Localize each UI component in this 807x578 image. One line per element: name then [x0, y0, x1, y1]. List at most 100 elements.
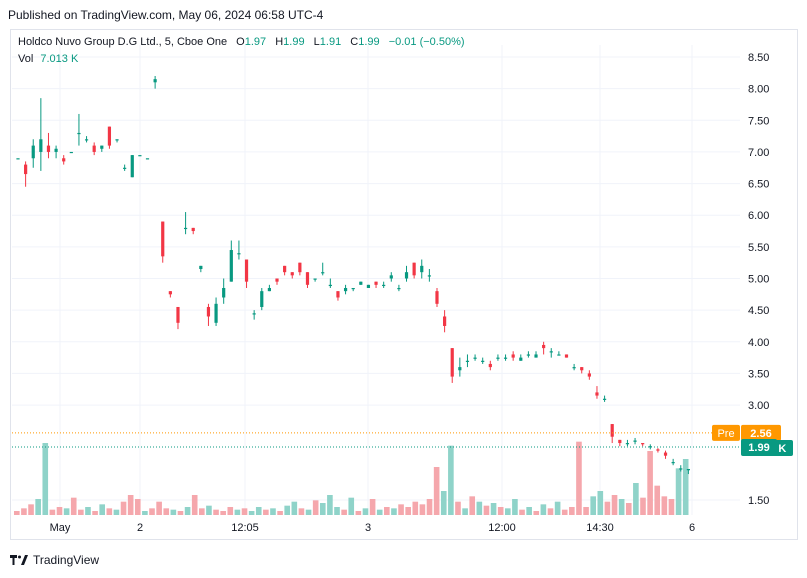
candle-body [549, 351, 553, 353]
volume-bar [597, 491, 604, 515]
candle-body [145, 158, 150, 160]
candle-body [625, 443, 630, 445]
volume-bar [661, 496, 668, 515]
volume-bar [668, 499, 675, 515]
candle-body [359, 281, 363, 285]
volume-bar [455, 501, 461, 515]
footer-brand: TradingView [33, 553, 100, 567]
volume-bar [369, 499, 376, 515]
volume-bar [319, 503, 326, 515]
candle-body [351, 287, 355, 290]
candle-body [412, 262, 416, 276]
volume-bar [391, 508, 397, 515]
candle-body [54, 148, 58, 152]
candle-body [557, 354, 561, 356]
candle-body [313, 278, 317, 280]
candle-body [24, 164, 28, 175]
volume-bar [341, 509, 347, 515]
volume-bar [106, 508, 113, 515]
volume-bar [348, 497, 355, 515]
candle-body [420, 265, 424, 273]
x-tick-label: 3 [365, 522, 371, 534]
volume-bar [583, 507, 589, 515]
candle-body [206, 306, 211, 317]
candle-body [427, 275, 431, 277]
candle-body [481, 360, 485, 362]
volume-bar [625, 503, 632, 515]
x-tick-label: 6 [689, 522, 695, 534]
candle-body [519, 357, 523, 361]
volume-bar [398, 504, 404, 515]
candle-body [244, 259, 249, 282]
candle-body [130, 155, 134, 178]
candle-body [526, 354, 531, 356]
candle-body [686, 468, 690, 471]
volume-bar [120, 501, 127, 515]
pre-label: Pre [717, 428, 734, 440]
candle-body [564, 354, 569, 358]
volume-bar [234, 509, 241, 515]
candle-body [343, 287, 348, 292]
volume-bar [675, 468, 682, 515]
candle-body [92, 145, 96, 152]
volume-bar [255, 507, 262, 515]
candle-body [534, 354, 538, 358]
candle-body [595, 392, 599, 396]
candle-body [138, 155, 142, 157]
volume-bar [483, 505, 490, 515]
volume-bar [433, 467, 440, 515]
volume-bar [547, 508, 554, 515]
candle-body [587, 373, 591, 377]
volume-bar [220, 511, 226, 515]
volume-bar [384, 507, 390, 515]
volume-bar [142, 511, 148, 515]
volume-bar [213, 509, 219, 515]
volume-bar [99, 504, 106, 515]
volume-bar [476, 501, 483, 515]
candle-body [389, 275, 393, 279]
y-tick-label: 4.00 [748, 337, 769, 349]
candle-body [443, 316, 447, 326]
candle-body [107, 126, 112, 146]
candle-body [16, 158, 20, 160]
volume-bar [426, 499, 433, 515]
candle-body [465, 360, 470, 362]
published-text: Published on TradingView.com, May 06, 20… [8, 8, 324, 22]
candle-body [168, 291, 172, 295]
candle-body [115, 139, 119, 141]
open-label: O [236, 36, 245, 48]
candle-body [176, 306, 180, 323]
candle-body [435, 291, 439, 304]
volume-bar [469, 496, 476, 515]
volume-bar [490, 503, 497, 515]
volume-bar [248, 511, 255, 515]
candle-body [618, 439, 622, 444]
candle-body [290, 272, 294, 276]
candle-body [222, 287, 226, 298]
volume-bar [284, 505, 291, 515]
y-tick-label: 4.50 [748, 305, 769, 317]
volume-bar [206, 505, 212, 515]
close-label: C [350, 36, 359, 48]
candle-body [183, 227, 188, 230]
chart-frame[interactable] [10, 29, 798, 540]
candle-body [62, 158, 66, 162]
candle-body [488, 363, 492, 368]
high-value: 1.99 [283, 36, 305, 48]
x-tick-label: 12:00 [488, 522, 516, 534]
volume-bar [298, 508, 305, 515]
change-value: −0.01 (−0.50%) [388, 36, 465, 48]
pre-price-box [741, 424, 781, 441]
volume-bar [199, 508, 205, 515]
candle-body [321, 272, 325, 274]
candle-body [397, 287, 401, 290]
volume-legend: Vol 7.013 K [18, 53, 78, 65]
volume-bar [682, 459, 689, 515]
candle-body [572, 367, 576, 369]
candle-body [382, 284, 386, 287]
candle-body [214, 303, 218, 323]
volume-bar [519, 509, 525, 515]
candle-body [496, 357, 500, 359]
volume-bar [263, 509, 269, 515]
